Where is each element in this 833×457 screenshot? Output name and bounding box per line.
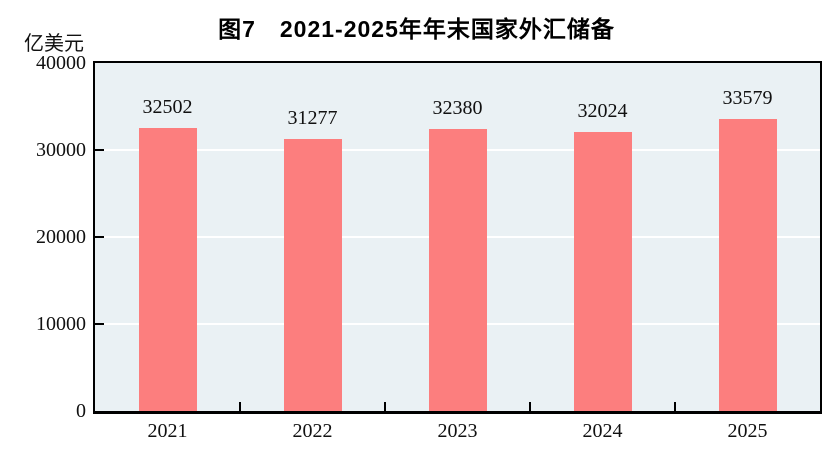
x-tick-label: 2025 bbox=[727, 420, 768, 442]
y-tick-label: 30000 bbox=[36, 139, 86, 161]
x-tick-mark bbox=[674, 402, 676, 411]
plot-area bbox=[95, 63, 820, 411]
bar-value-label: 33579 bbox=[722, 86, 773, 109]
y-tick-mark bbox=[95, 149, 104, 151]
bar bbox=[138, 128, 197, 411]
x-tick-mark bbox=[384, 402, 386, 411]
y-axis-unit-label: 亿美元 bbox=[24, 33, 84, 55]
bar bbox=[718, 118, 777, 411]
x-tick-label: 2022 bbox=[292, 420, 333, 442]
y-tick-label: 0 bbox=[76, 400, 86, 422]
bar bbox=[573, 132, 632, 411]
bar bbox=[283, 138, 342, 411]
bar-value-label: 32502 bbox=[142, 96, 193, 119]
y-tick-label: 10000 bbox=[36, 313, 86, 335]
y-tick-label: 40000 bbox=[36, 52, 86, 74]
y-tick-label: 20000 bbox=[36, 226, 86, 248]
y-tick-mark bbox=[95, 323, 104, 325]
bar-value-label: 32024 bbox=[577, 100, 628, 123]
bar-value-label: 32380 bbox=[432, 97, 483, 120]
bar bbox=[428, 129, 487, 411]
chart-title: 图7 2021-2025年年末国家外汇储备 bbox=[218, 16, 615, 42]
x-tick-label: 2024 bbox=[582, 420, 623, 442]
y-tick-mark bbox=[95, 236, 104, 238]
x-tick-mark bbox=[529, 402, 531, 411]
x-tick-label: 2021 bbox=[147, 420, 188, 442]
x-tick-label: 2023 bbox=[437, 420, 478, 442]
bar-value-label: 31277 bbox=[287, 106, 338, 129]
x-tick-mark bbox=[239, 402, 241, 411]
